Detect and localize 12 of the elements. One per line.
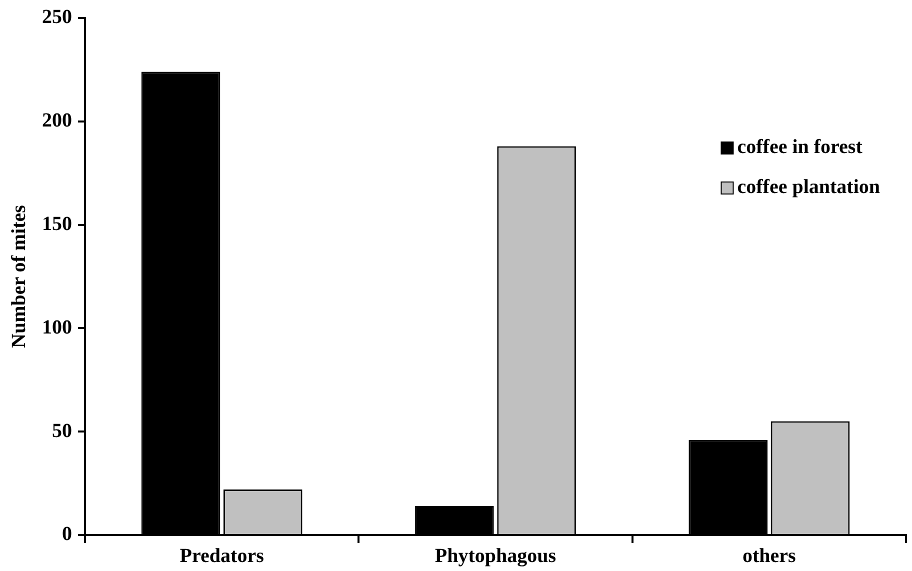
y-tick-label: 150 [42,212,72,235]
y-axis-title: Number of mites [8,204,30,348]
x-tick-label: Predators [180,545,264,568]
legend-label: coffee in forest [737,136,863,158]
y-tick-label: 250 [42,6,72,28]
y-tick-label: 100 [42,316,72,338]
legend-label: coffee plantation [737,176,880,198]
x-tick-label: Phytophagous [434,545,556,568]
x-tick-label: others [742,545,796,568]
y-tick-label: 50 [52,420,72,442]
y-tick-label: 200 [42,110,72,132]
y-tick-label: 0 [62,523,72,546]
